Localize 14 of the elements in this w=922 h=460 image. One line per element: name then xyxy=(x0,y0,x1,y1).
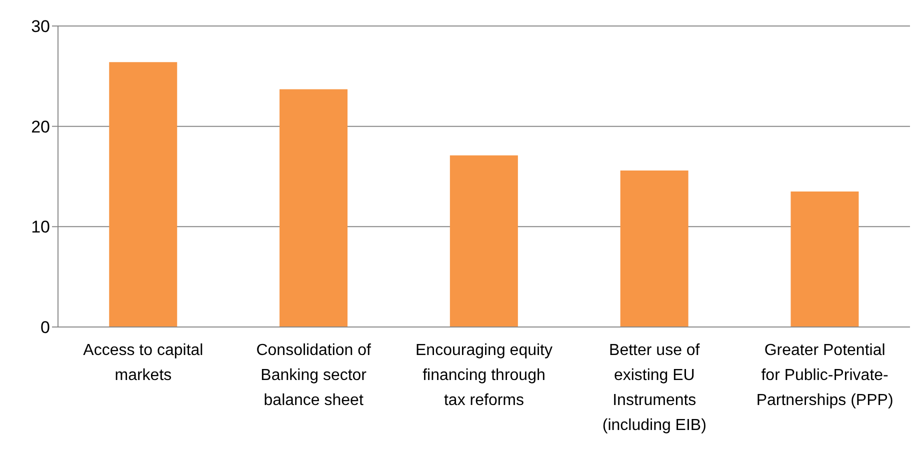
y-tick-label: 0 xyxy=(40,318,50,338)
x-tick-label: Greater Potential for Public-Private-Partnerships (PPP) xyxy=(756,342,894,409)
x-tick-label: Consolidation of Banking sector balance sheet xyxy=(256,342,372,409)
bar xyxy=(109,62,178,327)
y-tick-label: 30 xyxy=(31,17,50,36)
x-tick-label: Better use of existing EU Instruments (including EIB) xyxy=(602,342,706,434)
bar xyxy=(620,170,688,327)
y-tick-label: 20 xyxy=(31,117,50,136)
y-tick-label: 10 xyxy=(31,218,50,237)
x-tick-label: Access to capital markets xyxy=(83,342,204,384)
bar xyxy=(450,155,518,327)
x-tick-label: Encouraging equity financing through tax reforms xyxy=(416,342,552,409)
bar xyxy=(790,192,859,327)
bar xyxy=(280,89,348,327)
